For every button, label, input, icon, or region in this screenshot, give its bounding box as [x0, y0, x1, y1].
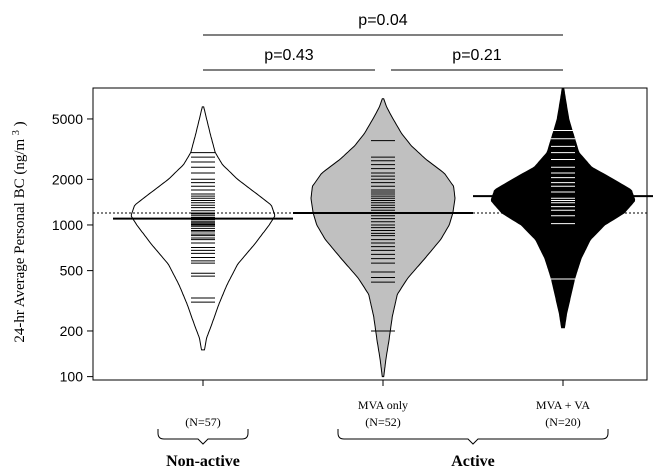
bean-group-2	[293, 98, 473, 378]
y-axis-label-superscript: 3	[11, 130, 22, 135]
category-braces: Non-active Active	[157, 429, 609, 470]
significance-brackets: p=0.04 p=0.43 p=0.21	[203, 12, 563, 71]
bean-group-3	[473, 87, 653, 329]
y-tick-label-100: 100	[60, 369, 84, 385]
category-brace-2	[337, 429, 609, 445]
x-label-2-line-2: (N=52)	[365, 415, 400, 429]
x-label-2-line-1: MVA only	[358, 398, 408, 412]
plot-frame	[92, 87, 648, 381]
y-axis-label-text: 24-hr Average Personal BC (ng/m	[12, 138, 28, 342]
beans	[113, 87, 653, 378]
category-brace-1	[157, 429, 249, 445]
y-tick-label-500: 500	[60, 263, 84, 279]
x-label-1-line-2: (N=57)	[185, 415, 220, 429]
bean-density-2	[310, 98, 456, 378]
bracket-label-1: p=0.04	[358, 12, 407, 29]
y-axis-label-close: )	[12, 121, 28, 126]
y-axis: 100 200 500 1000 2000 5000	[52, 111, 93, 385]
x-axis-labels: (N=57) MVA only (N=52) MVA + VA (N=20)	[185, 380, 590, 429]
bean-density-3	[490, 87, 636, 329]
category-label-1: Non-active	[166, 453, 240, 470]
y-tick-label-2000: 2000	[52, 171, 83, 187]
y-tick-label-200: 200	[60, 323, 84, 339]
bracket-label-2: p=0.43	[264, 47, 313, 64]
y-tick-label-5000: 5000	[52, 111, 83, 127]
x-label-3-line-1: MVA + VA	[536, 398, 590, 412]
y-axis-label: 24-hr Average Personal BC (ng/m 3 )	[11, 121, 29, 342]
x-label-3-line-2: (N=20)	[545, 415, 580, 429]
category-label-2: Active	[451, 453, 495, 470]
bean-group-1	[113, 106, 293, 351]
y-tick-label-1000: 1000	[52, 217, 83, 233]
bracket-label-3: p=0.21	[452, 47, 501, 64]
